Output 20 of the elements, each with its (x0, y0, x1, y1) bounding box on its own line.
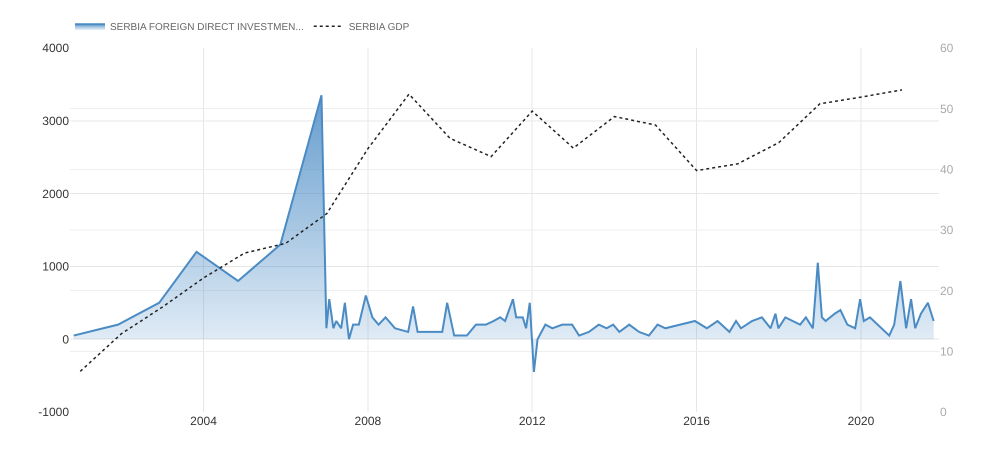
legend-label: SERBIA GDP (348, 22, 410, 34)
y2-tick-label: 50 (940, 102, 954, 116)
y2-tick-label: 30 (940, 223, 954, 238)
x-tick-label: 2020 (848, 414, 875, 428)
legend-label: SERBIA FOREIGN DIRECT INVESTMEN... (110, 22, 304, 34)
y-tick-label: 4000 (42, 41, 70, 56)
y2-tick-label: 10 (940, 344, 954, 359)
y-tick-label: 0 (62, 332, 70, 346)
x-tick-label: 2012 (518, 414, 546, 428)
x-tick-label: 2004 (190, 414, 218, 428)
y-tick-label: 2000 (42, 186, 70, 201)
y2-tick-label: 20 (940, 284, 954, 298)
y2-tick-label: 0 (940, 405, 947, 420)
y2-tick-label: 40 (940, 162, 954, 177)
x-tick-label: 2008 (354, 414, 382, 428)
x-tick-label: 2016 (683, 414, 710, 428)
y-tick-label: 1000 (42, 260, 70, 274)
y-tick-label: 3000 (42, 114, 70, 128)
y-tick-label: -1000 (38, 405, 70, 420)
y2-tick-label: 60 (940, 41, 954, 56)
